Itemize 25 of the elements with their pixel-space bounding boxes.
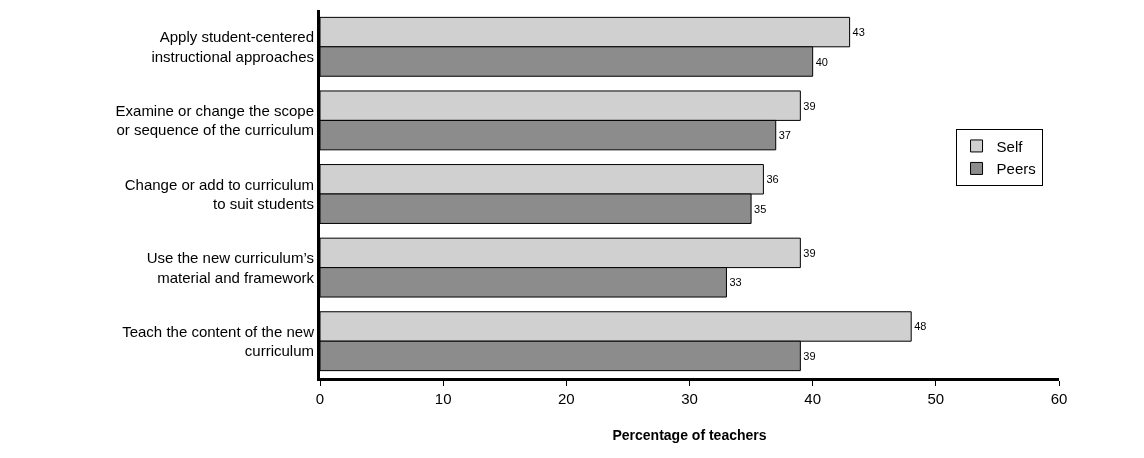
x-tick-label: 30 bbox=[681, 390, 698, 407]
data-label: 43 bbox=[852, 26, 865, 39]
data-label: 33 bbox=[729, 276, 742, 289]
data-label: 37 bbox=[778, 129, 791, 142]
data-label: 48 bbox=[914, 320, 927, 333]
data-label: 40 bbox=[815, 55, 828, 68]
x-tick-label: 60 bbox=[1050, 390, 1068, 407]
data-label: 39 bbox=[803, 349, 816, 362]
data-label: 39 bbox=[803, 246, 816, 259]
data-label: 39 bbox=[803, 99, 816, 112]
legend-label: Self bbox=[996, 137, 1024, 155]
x-tick-label: 0 bbox=[315, 390, 325, 407]
y-tick-label: Change or add to curriculum to suit students bbox=[124, 175, 314, 212]
x-tick-label: 40 bbox=[804, 390, 822, 407]
x-axis-title: Percentage of teachers bbox=[612, 427, 767, 444]
x-tick-label: 50 bbox=[927, 390, 945, 407]
y-tick-label: Teach the content of the new curriculum bbox=[122, 322, 315, 360]
x-tick-label: 20 bbox=[557, 390, 575, 407]
y-tick-label: Apply student-centered instructional approaches bbox=[151, 28, 314, 65]
y-tick-label: Examine or change the scope or sequence of the curriculum bbox=[115, 101, 314, 139]
legend-label: Peers bbox=[996, 160, 1036, 178]
y-tick-label: Use the new curriculum’s material and framework bbox=[146, 249, 315, 286]
x-tick-label: 10 bbox=[434, 390, 452, 407]
data-label: 36 bbox=[766, 173, 779, 186]
data-label: 35 bbox=[754, 202, 767, 215]
